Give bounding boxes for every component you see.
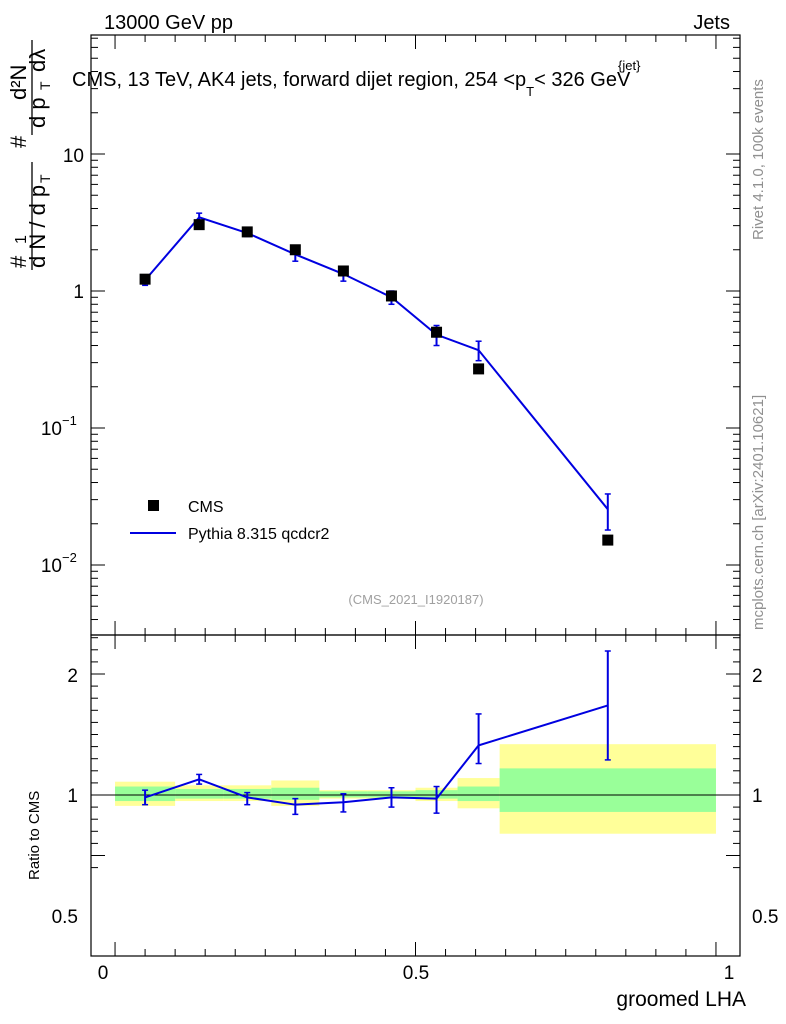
legend-pythia-label: Pythia 8.315 qcdcr2	[188, 526, 330, 543]
main-frame	[90, 34, 741, 636]
ratio-uncertainty-bands	[115, 744, 716, 834]
main-ytick-labels: 10 1 10 −1 10 −2	[41, 146, 84, 577]
ytick-label-1e-1-base: 10	[41, 419, 62, 440]
header-energy: 13000 GeV pp	[104, 12, 233, 34]
x-axis-label: groomed LHA	[616, 988, 746, 1011]
title-pt: p	[515, 69, 526, 91]
title-jet-sup: {jet}	[618, 58, 641, 73]
cms-data-point	[241, 226, 253, 238]
ytick-label-1e-2-exp: −2	[62, 550, 77, 565]
band-stat-uncertainty	[175, 788, 224, 799]
title-pt-sub: T	[526, 84, 534, 99]
cms-data-point	[139, 273, 151, 285]
ylabel-dlambda: dλ	[25, 49, 50, 72]
legend: CMS Pythia 8.315 qcdcr2	[130, 499, 330, 543]
ytick-label-1e-1-exp: −1	[62, 413, 77, 428]
mcplots-label: mcplots.cern.ch [arXiv:2401.10621]	[750, 395, 767, 630]
ratio-xtick-labels: 0 0.5 1	[98, 963, 735, 984]
header-process: Jets	[693, 12, 730, 34]
main-y-axis-label: # 1 d N / d p T # d p T dλ d²N	[6, 40, 53, 270]
cms-data-point	[193, 219, 205, 231]
ratio-ytick-1-right: 1	[752, 786, 763, 807]
ratio-ytick-2-right: 2	[752, 666, 763, 687]
cms-data-point	[431, 326, 443, 338]
main-panel: 10 1 10 −1 10 −2 # 1 d N / d p T # d p T…	[6, 34, 741, 636]
cms-data-point	[337, 265, 349, 277]
ratio-y-axis-label: Ratio to CMS	[26, 791, 43, 880]
plot-title: CMS, 13 TeV, AK4 jets, forward dijet reg…	[72, 58, 641, 99]
cms-data-point	[473, 363, 485, 375]
band-stat-uncertainty	[271, 787, 320, 800]
ratio-ytick-05-left: 0.5	[52, 907, 78, 928]
ratio-ytick-1-left: 1	[67, 786, 78, 807]
rivet-version-label: Rivet 4.1.0, 100k events	[750, 79, 767, 240]
title-text: CMS, 13 TeV, AK4 jets, forward dijet reg…	[72, 69, 631, 99]
ylabel-dn: d N / d p	[25, 185, 50, 268]
ytick-label-1: 1	[73, 282, 84, 303]
title-end: < 326 GeV	[534, 69, 631, 91]
cms-data-point	[602, 534, 614, 546]
ratio-series-layer	[142, 650, 611, 816]
pythia-line	[144, 216, 609, 510]
ylabel-dp: d p	[25, 97, 50, 128]
cms-data-point	[385, 290, 397, 302]
main-axis-ticks	[91, 35, 740, 635]
xtick-label-05: 0.5	[403, 963, 429, 984]
ylabel-hash-2: #	[6, 135, 31, 148]
legend-cms-label: CMS	[188, 499, 224, 516]
legend-cms-marker	[148, 500, 159, 511]
ylabel-d2n: d²N	[6, 65, 31, 100]
main-series-layer	[139, 212, 614, 546]
analysis-tag: (CMS_2021_I1920187)	[348, 592, 483, 607]
ylabel-hash-1: #	[6, 255, 31, 268]
xtick-label-0: 0	[98, 963, 109, 984]
xtick-label-1: 1	[724, 963, 735, 984]
ratio-ytick-05-right: 0.5	[752, 907, 778, 928]
ratio-ytick-labels: 2 1 0.5 2 1 0.5	[52, 666, 779, 928]
ratio-ytick-2-left: 2	[67, 666, 78, 687]
ylabel-sub-t: T	[37, 174, 53, 183]
ratio-axis-ticks	[91, 635, 740, 956]
title-main: CMS, 13 TeV, AK4 jets, forward dijet reg…	[72, 69, 515, 91]
band-stat-uncertainty	[457, 786, 500, 802]
ratio-panel: 2 1 0.5 2 1 0.5 0 0.5 1 Ratio to CMS gro…	[26, 634, 779, 1011]
ytick-label-10: 10	[63, 146, 84, 167]
ytick-label-1e-2-base: 10	[41, 556, 62, 577]
ylabel-fraction-1: 1	[13, 235, 30, 244]
cms-data-point	[289, 244, 301, 256]
band-stat-uncertainty	[499, 768, 716, 812]
ylabel-sub-t2: T	[37, 81, 53, 90]
